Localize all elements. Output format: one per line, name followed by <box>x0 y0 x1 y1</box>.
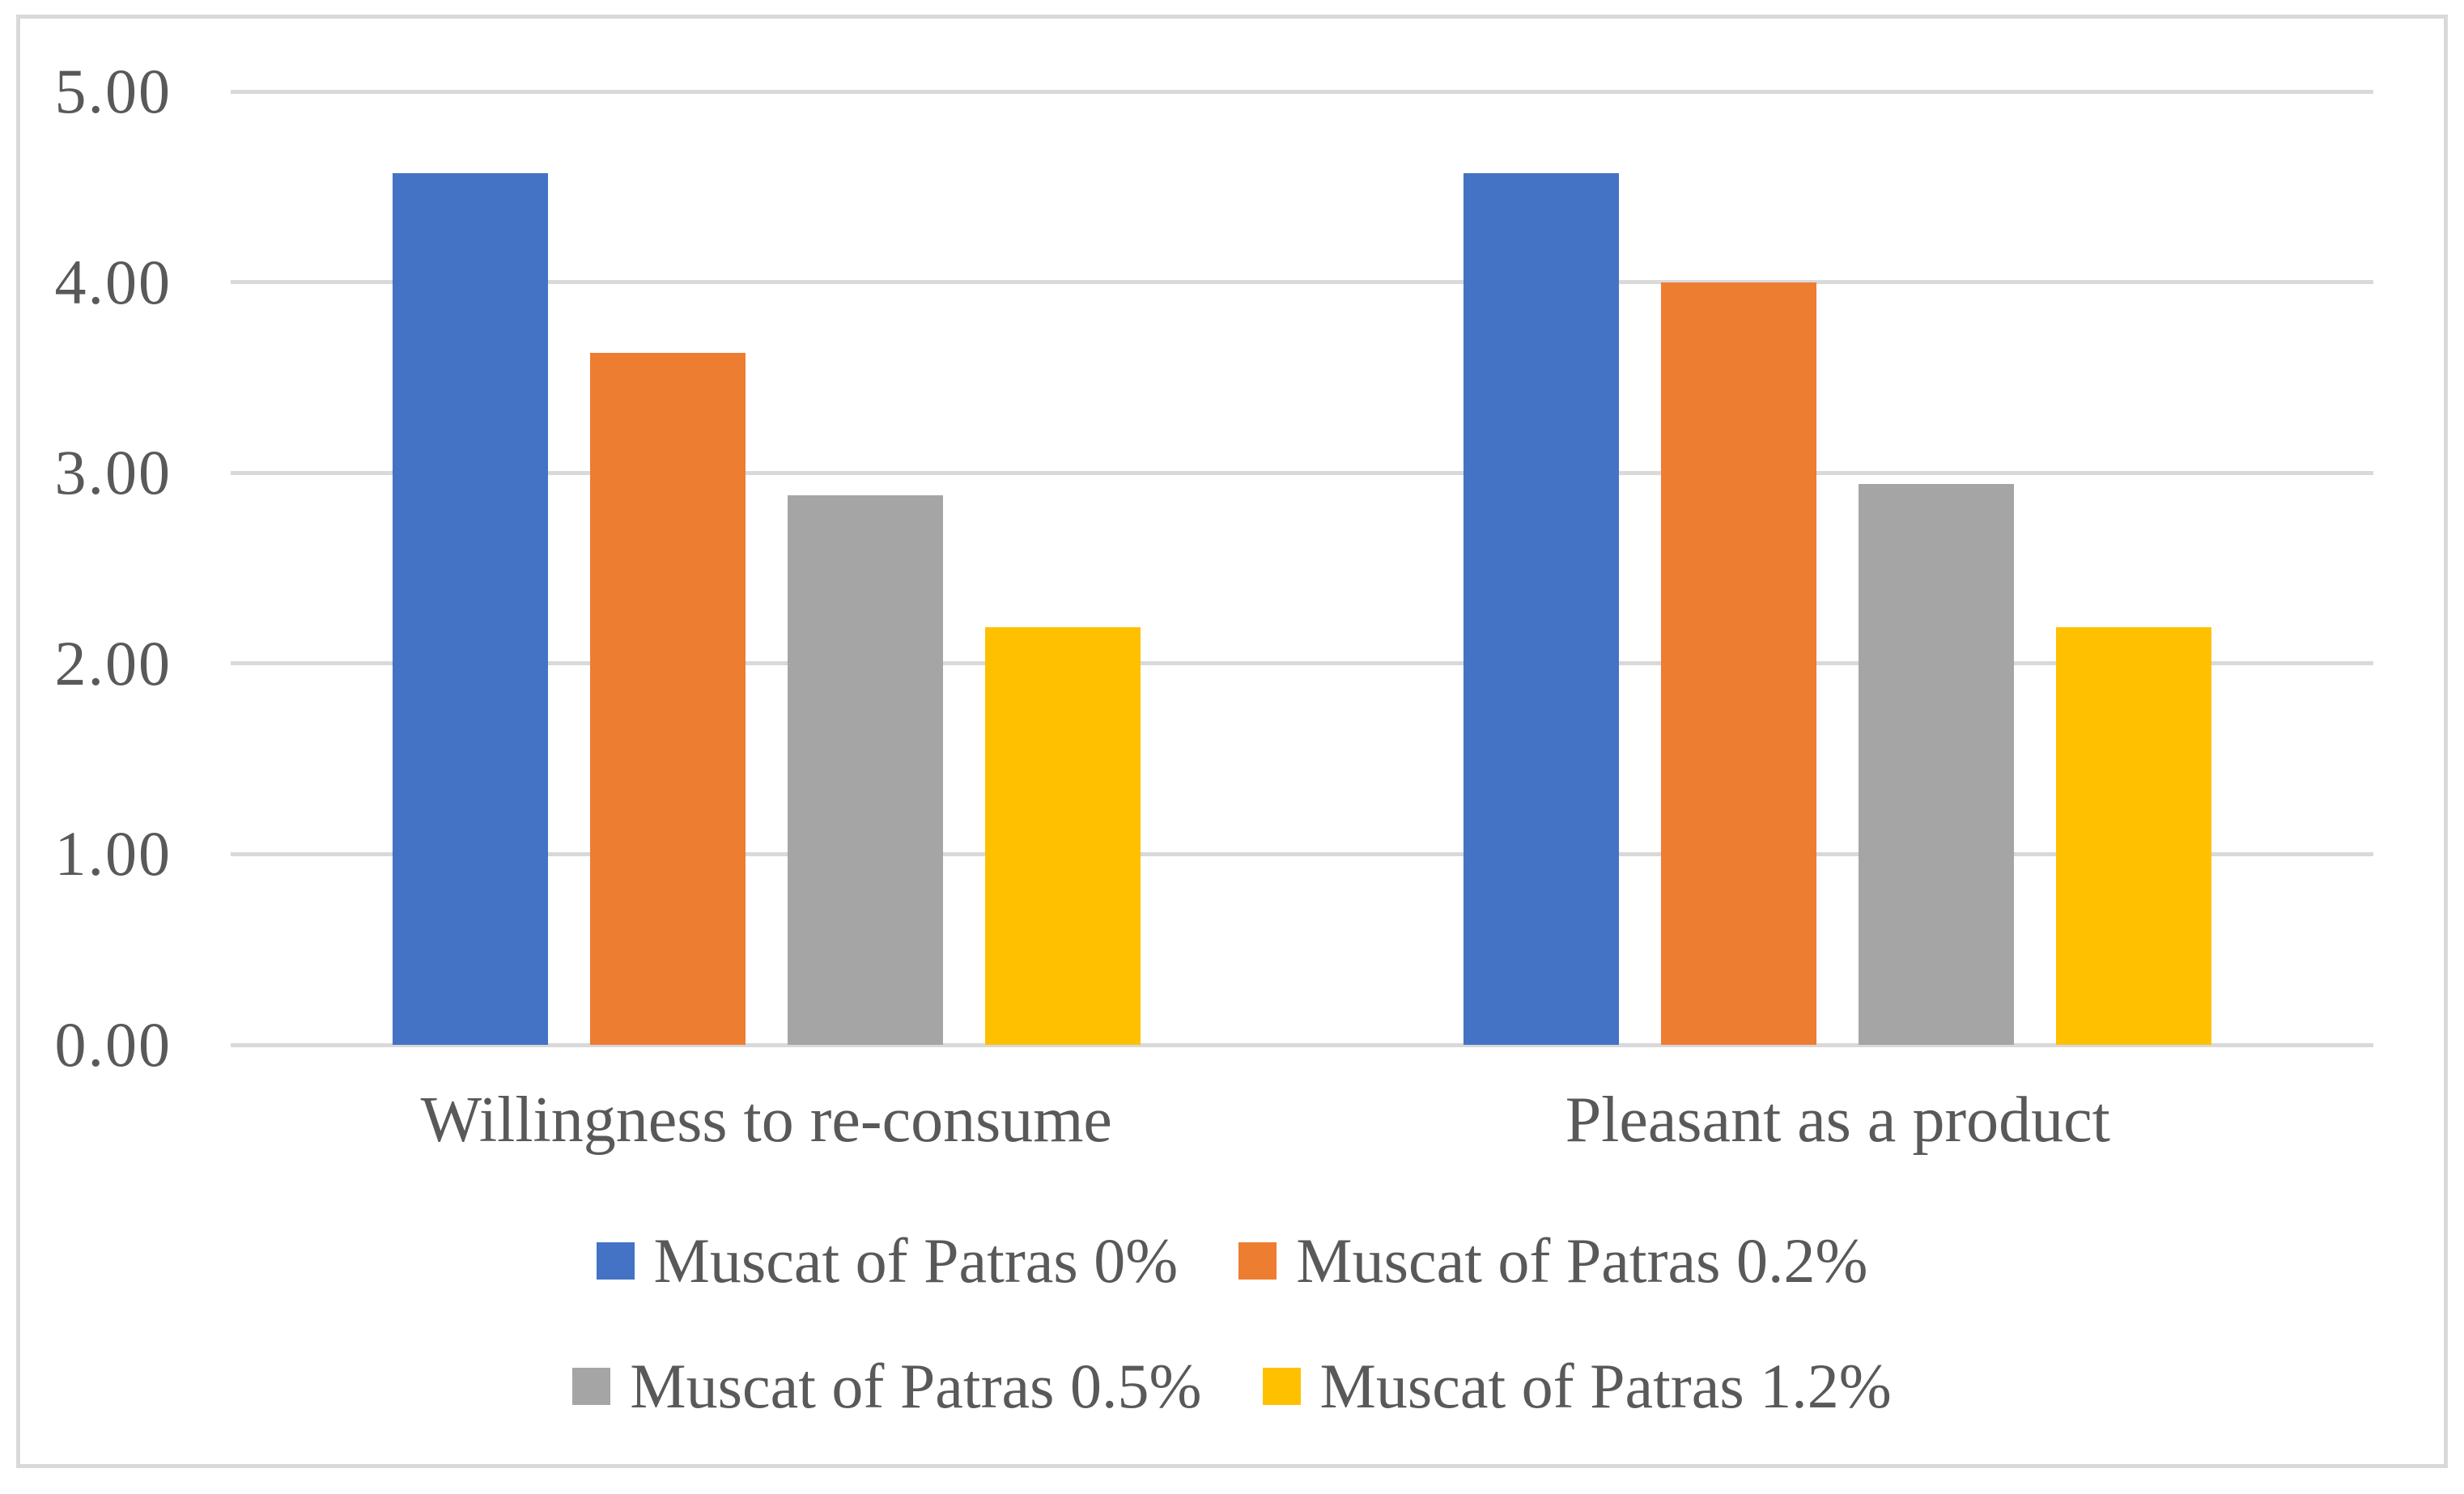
bar-series3-category2 <box>1859 484 2015 1045</box>
legend-item-muscat-1-2: Muscat of Patras 1.2% <box>1262 1351 1892 1421</box>
y-tick-label-0.00: 0.00 <box>54 1009 172 1080</box>
legend-swatch-yellow-icon <box>1262 1368 1301 1405</box>
legend-item-muscat-0-5: Muscat of Patras 0.5% <box>572 1351 1202 1421</box>
legend-row-2: Muscat of Patras 0.5% Muscat of Patras 1… <box>0 1352 2464 1420</box>
legend-label-muscat-0: Muscat of Patras 0% <box>653 1225 1179 1296</box>
category-label-pleasant-as-a-product: Pleasant as a product <box>1565 1084 2110 1156</box>
legend-label-muscat-1-2: Muscat of Patras 1.2% <box>1319 1351 1892 1421</box>
legend-swatch-blue-icon <box>596 1242 635 1280</box>
bar-series4-category2 <box>2056 627 2212 1045</box>
plot-area <box>231 89 2373 1047</box>
gridline-1.00 <box>231 851 2373 856</box>
bar-series2-category1 <box>589 352 746 1045</box>
y-tick-label-1.00: 1.00 <box>54 818 172 889</box>
bar-series1-category1 <box>392 173 548 1045</box>
bar-series1-category2 <box>1464 173 1620 1045</box>
legend-item-muscat-0-2: Muscat of Patras 0.2% <box>1238 1227 1867 1295</box>
y-tick-label-4.00: 4.00 <box>54 246 172 317</box>
category-label-willingness-to-re-consume: Willingness to re-consume <box>420 1084 1112 1156</box>
legend-swatch-gray-icon <box>572 1368 611 1405</box>
legend-item-muscat-0: Muscat of Patras 0% <box>596 1225 1179 1296</box>
bar-series3-category1 <box>787 495 943 1045</box>
gridline-2.00 <box>231 661 2373 666</box>
y-tick-label-2.00: 2.00 <box>54 627 172 698</box>
gridline-0.00 <box>231 1042 2373 1047</box>
legend-label-muscat-0-5: Muscat of Patras 0.5% <box>630 1351 1202 1421</box>
legend-swatch-orange-icon <box>1238 1242 1277 1280</box>
gridline-3.00 <box>231 470 2373 475</box>
y-tick-label-5.00: 5.00 <box>54 56 172 126</box>
bar-series4-category1 <box>984 627 1141 1045</box>
legend-label-muscat-0-2: Muscat of Patras 0.2% <box>1296 1225 1868 1296</box>
gridline-4.00 <box>231 280 2373 285</box>
bar-series2-category2 <box>1661 282 1817 1045</box>
legend-row-1: Muscat of Patras 0% Muscat of Patras 0.2… <box>0 1227 2464 1295</box>
y-tick-label-3.00: 3.00 <box>54 437 172 508</box>
gridline-5.00 <box>231 89 2373 94</box>
